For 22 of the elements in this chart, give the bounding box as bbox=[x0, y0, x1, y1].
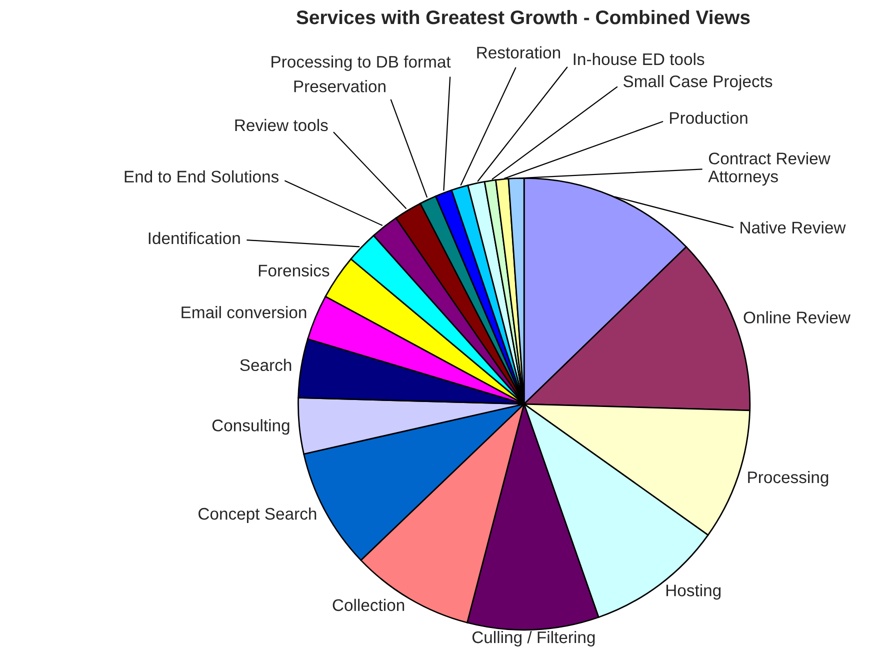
slice-label: Contract Review Attorneys bbox=[708, 152, 830, 186]
slice-label: Processing bbox=[748, 470, 828, 486]
slice-label: Email conversion bbox=[182, 306, 306, 318]
slice-label: Native Review bbox=[740, 221, 846, 234]
slice-label: Processing to DB format bbox=[272, 55, 451, 71]
slice-label: Preservation bbox=[294, 80, 386, 92]
slice-label: Collection bbox=[332, 598, 404, 612]
slice-label: Production bbox=[670, 112, 748, 124]
slice-label: Restoration bbox=[477, 46, 560, 59]
slice-label: Culling / Filtering bbox=[472, 630, 595, 646]
slice-label: In-house ED tools bbox=[574, 52, 704, 66]
slice-label: Concept Search bbox=[198, 507, 316, 524]
slice-label: Identification bbox=[148, 232, 240, 244]
slice-label: Online Review bbox=[744, 311, 850, 324]
slice-label: Small Case Projects bbox=[623, 75, 772, 91]
slice-label: Search bbox=[240, 358, 292, 372]
slice-label: Forensics bbox=[258, 264, 330, 276]
slice-label: Review tools bbox=[235, 118, 328, 132]
slice-label: Hosting bbox=[666, 584, 721, 600]
slice-label: Consulting bbox=[212, 419, 290, 435]
slice-label: End to End Solutions bbox=[124, 170, 279, 183]
chart-title: Services with Greatest Growth - Combined Views bbox=[296, 10, 750, 24]
